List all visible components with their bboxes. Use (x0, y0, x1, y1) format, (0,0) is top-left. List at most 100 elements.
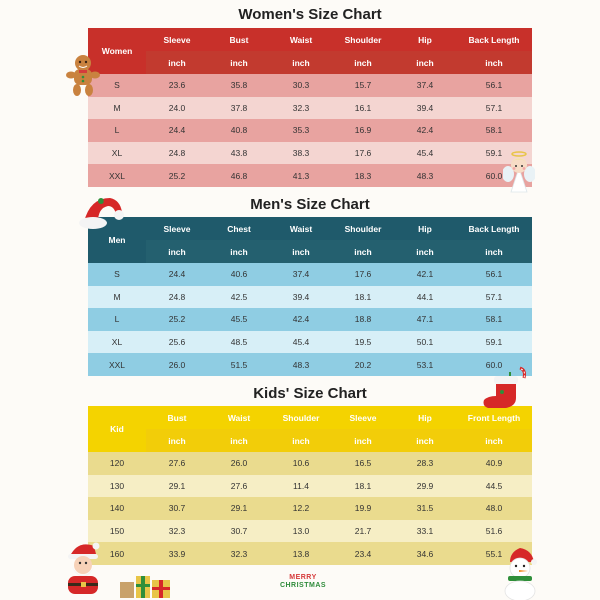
measurement-cell: 24.4 (146, 263, 208, 286)
measurement-cell: 32.3 (208, 542, 270, 565)
measurement-cell: 13.8 (270, 542, 332, 565)
measurement-cell: 44.1 (394, 285, 456, 309)
column-header: Sleeve (146, 217, 208, 240)
column-header: Sleeve (332, 406, 394, 429)
column-header: Shoulder (270, 406, 332, 429)
santa-icon (68, 542, 100, 594)
measurement-cell: 50.1 (394, 330, 456, 354)
measurement-cell: 51.5 (208, 353, 270, 376)
column-header: Waist (208, 406, 270, 429)
measurement-cell: 37.4 (270, 263, 332, 286)
measurement-cell: 29.9 (394, 474, 456, 498)
measurement-cell: 25.2 (146, 164, 208, 187)
measurement-cell: 32.3 (270, 96, 332, 120)
measurement-cell: 19.9 (332, 497, 394, 520)
measurement-cell: 42.5 (208, 285, 270, 309)
measurement-cell: 57.1 (456, 96, 532, 120)
column-header: Hip (394, 217, 456, 240)
unit-row: inch inch inch inch inch inch (88, 240, 532, 263)
measurement-cell: 33.9 (146, 542, 208, 565)
measurement-cell: 33.1 (394, 519, 456, 543)
column-header: Hip (394, 28, 456, 51)
footer-line-1: MERRY (289, 574, 317, 581)
column-header: Shoulder (332, 217, 394, 240)
measurement-cell: 25.2 (146, 308, 208, 331)
kids-size-table: Kid Bust Waist Shoulder Sleeve Hip Front Lengt… (88, 406, 532, 565)
measurement-cell: 26.0 (208, 452, 270, 475)
size-label-cell: M (88, 96, 146, 120)
unit-cell: inch (332, 51, 394, 74)
column-header: Waist (270, 217, 332, 240)
table-row: XL 24.8 43.8 38.3 17.6 45.4 59.1 (88, 141, 532, 165)
column-header: Front Length (456, 406, 532, 429)
measurement-cell: 47.1 (394, 308, 456, 331)
size-label-cell: S (88, 263, 146, 286)
unit-cell: inch (146, 429, 208, 452)
measurement-cell: 42.1 (394, 263, 456, 286)
column-header: Chest (208, 217, 270, 240)
measurement-cell: 18.3 (332, 164, 394, 187)
header-row: Women Sleeve Bust Waist Shoulder Hip Back Leng… (88, 28, 532, 74)
measurement-cell: 28.3 (394, 452, 456, 475)
table-row: XXL 26.0 51.5 48.3 20.2 53.1 60.0 (88, 353, 532, 376)
women-chart-title: Women's Size Chart (238, 6, 382, 23)
measurement-cell: 11.4 (270, 474, 332, 498)
measurement-cell: 58.1 (456, 308, 532, 331)
men-size-table: Men Sleeve Chest Waist Shoulder Hip Back Lengt… (88, 217, 532, 376)
measurement-cell: 10.6 (270, 452, 332, 475)
measurement-cell: 57.1 (456, 285, 532, 309)
measurement-cell: 46.8 (208, 164, 270, 187)
unit-cell: inch (456, 51, 532, 74)
measurement-cell: 17.6 (332, 263, 394, 286)
measurement-cell: 15.7 (332, 74, 394, 97)
gingerbread-icon (66, 55, 100, 96)
merry-christmas-logo: MERRY CHRISTMAS (270, 574, 336, 590)
measurement-cell: 37.8 (208, 96, 270, 120)
measurement-cell: 27.6 (208, 474, 270, 498)
size-label-cell: 120 (88, 452, 146, 475)
measurement-cell: 42.4 (270, 308, 332, 331)
unit-cell: inch (456, 429, 532, 452)
table-row: M 24.0 37.8 32.3 16.1 39.4 57.1 (88, 96, 532, 120)
measurement-cell: 48.3 (394, 164, 456, 187)
measurement-cell: 45.5 (208, 308, 270, 331)
size-label-cell: S (88, 74, 146, 97)
measurement-cell: 24.4 (146, 119, 208, 142)
measurement-cell: 37.4 (394, 74, 456, 97)
table-row: 160 33.9 32.3 13.8 23.4 34.6 55.1 (88, 542, 532, 565)
measurement-cell: 25.6 (146, 330, 208, 354)
unit-cell: inch (270, 429, 332, 452)
gift-boxes-icon (120, 576, 170, 598)
size-label-cell: M (88, 285, 146, 309)
column-header: Back Length (456, 28, 532, 51)
measurement-cell: 16.5 (332, 452, 394, 475)
unit-cell: inch (394, 429, 456, 452)
measurement-cell: 40.8 (208, 119, 270, 142)
measurement-cell: 30.7 (146, 497, 208, 520)
unit-cell: inch (394, 51, 456, 74)
column-header: Back Length (456, 217, 532, 240)
size-label-cell: L (88, 119, 146, 142)
measurement-cell: 35.8 (208, 74, 270, 97)
men-chart-title: Men's Size Chart (250, 196, 370, 213)
kids-chart-title: Kids' Size Chart (253, 385, 367, 402)
measurement-cell: 24.0 (146, 96, 208, 120)
measurement-cell: 59.1 (456, 141, 532, 165)
santa-hat-icon (79, 198, 124, 229)
size-label-cell: XXL (88, 353, 146, 376)
measurement-cell: 17.6 (332, 141, 394, 165)
measurement-cell: 48.5 (208, 330, 270, 354)
size-label-cell: XL (88, 141, 146, 165)
measurement-cell: 24.8 (146, 141, 208, 165)
unit-cell: inch (208, 240, 270, 263)
measurement-cell: 27.6 (146, 452, 208, 475)
table-row: 150 32.3 30.7 13.0 21.7 33.1 51.6 (88, 519, 532, 543)
measurement-cell: 51.6 (456, 519, 532, 543)
measurement-cell: 59.1 (456, 330, 532, 354)
stocking-icon (483, 366, 526, 408)
table-row: L 24.4 40.8 35.3 16.9 42.4 58.1 (88, 119, 532, 142)
measurement-cell: 18.8 (332, 308, 394, 331)
size-label-cell: 130 (88, 474, 146, 498)
measurement-cell: 40.9 (456, 452, 532, 475)
